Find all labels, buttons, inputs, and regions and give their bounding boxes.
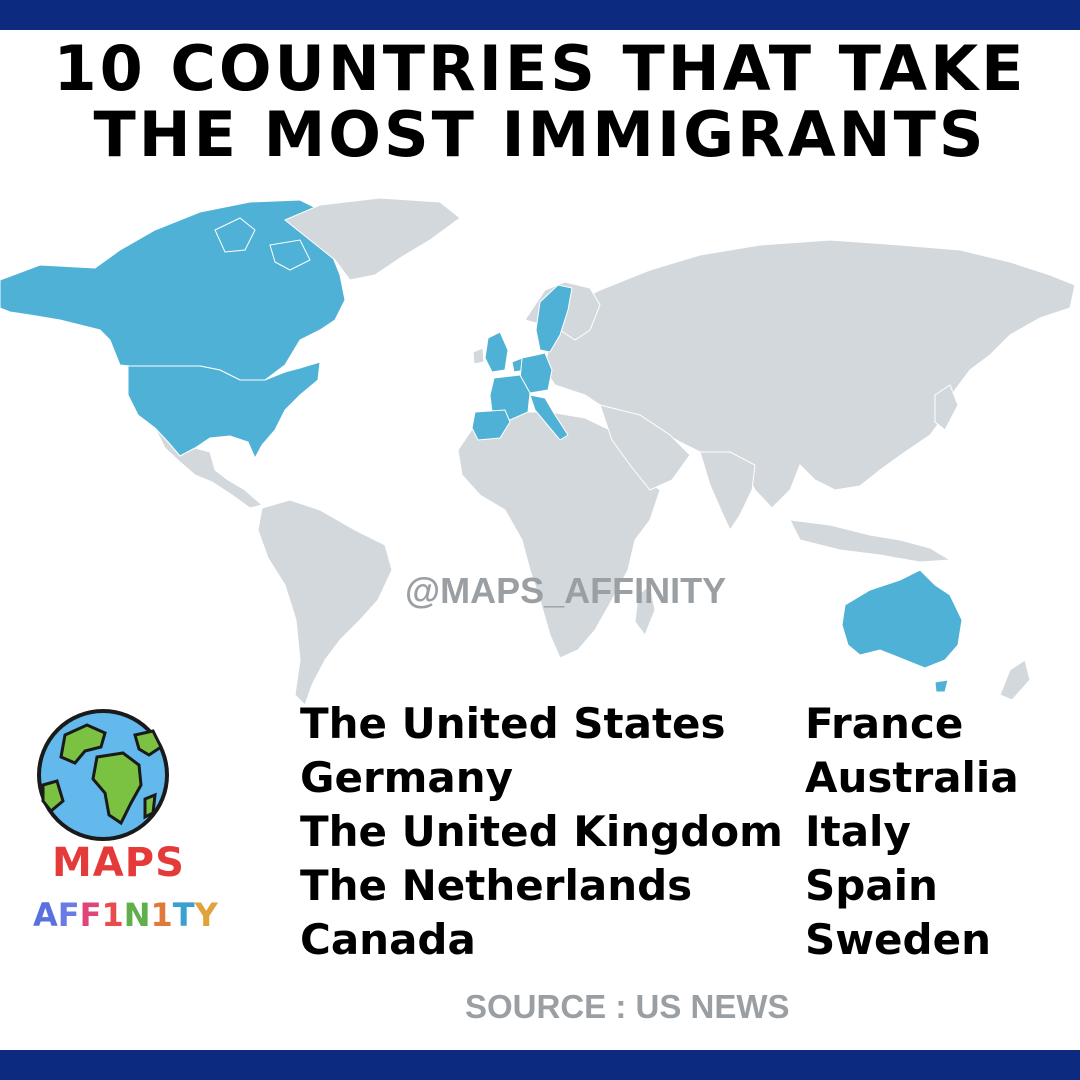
source-label: SOURCE : US NEWS xyxy=(465,988,790,1025)
country-item: Canada xyxy=(300,915,476,964)
region-south-america xyxy=(257,499,393,706)
title-line-2: THE MOST IMMIGRANTS xyxy=(93,98,987,171)
country-united-states xyxy=(127,361,321,460)
region-africa xyxy=(457,411,661,659)
country-france xyxy=(489,374,531,421)
region-india xyxy=(699,451,756,532)
page-title: 10 COUNTRIES THAT TAKE THE MOST IMMIGRAN… xyxy=(0,36,1080,168)
country-spain xyxy=(471,409,511,441)
country-item: France xyxy=(805,699,964,748)
country-list-right: France Australia Italy Spain Sweden xyxy=(805,697,1019,967)
region-madagascar xyxy=(634,584,656,637)
region-arabia xyxy=(599,404,691,491)
country-sweden xyxy=(535,284,573,353)
globe-icon xyxy=(37,709,169,841)
country-ireland-gap xyxy=(472,347,485,365)
country-united-kingdom xyxy=(484,331,509,373)
country-list-left: The United States Germany The United Kin… xyxy=(300,697,783,967)
highlighted-europe xyxy=(471,284,573,441)
world-map xyxy=(0,197,1076,706)
country-italy xyxy=(529,394,569,441)
title-line-1: 10 COUNTRIES THAT TAKE xyxy=(53,32,1027,105)
logo-affinity-text: AFF1N1TY xyxy=(33,896,218,934)
region-se-asia-islands xyxy=(789,519,952,563)
watermark: @MAPS_AFFINITY xyxy=(405,570,727,611)
country-australia xyxy=(841,569,963,693)
logo-maps-text: MAPS xyxy=(52,840,185,886)
country-item: Sweden xyxy=(805,915,991,964)
country-item: Spain xyxy=(805,861,938,910)
top-frame-bar xyxy=(0,0,1080,30)
country-item: The United States xyxy=(300,699,726,748)
region-greenland xyxy=(284,197,461,281)
country-item: Germany xyxy=(300,753,514,802)
country-item: The United Kingdom xyxy=(300,807,783,856)
region-central-america xyxy=(154,427,264,509)
bottom-frame-bar xyxy=(0,1050,1080,1080)
region-new-zealand xyxy=(999,659,1031,701)
country-canada xyxy=(0,199,346,381)
country-item: Australia xyxy=(805,753,1019,802)
country-item: The Netherlands xyxy=(300,861,693,910)
region-japan xyxy=(934,384,959,431)
country-item: Italy xyxy=(805,807,911,856)
